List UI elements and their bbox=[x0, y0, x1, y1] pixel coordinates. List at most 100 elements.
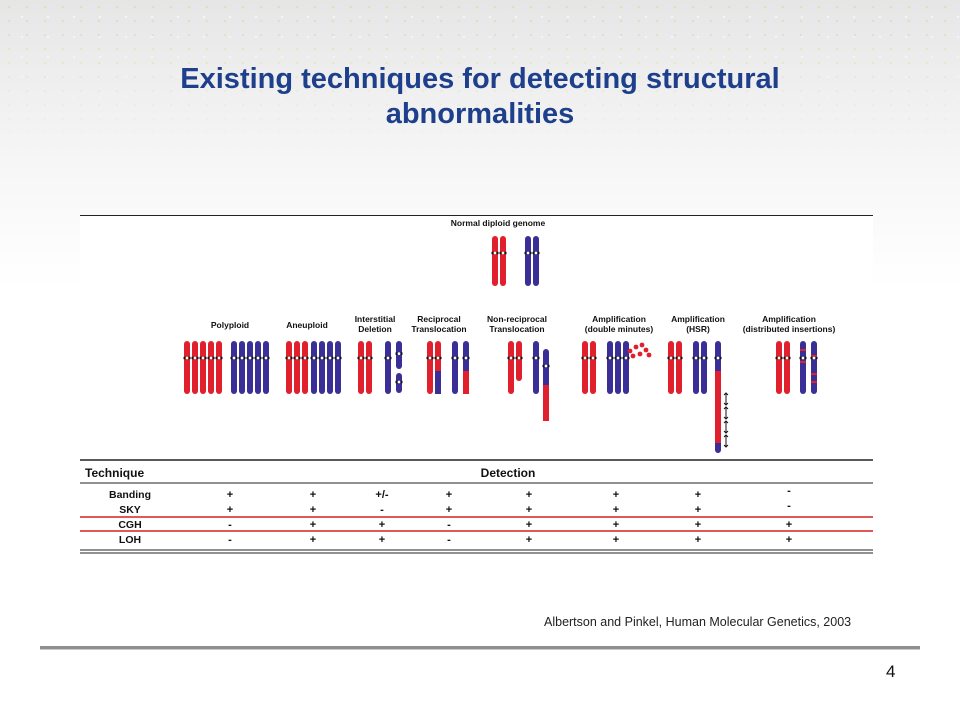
centromere bbox=[583, 356, 587, 360]
normal-chromosome bbox=[524, 236, 532, 286]
hsr-blue-chromosome bbox=[692, 341, 700, 394]
polyploid-blue-chromosome bbox=[230, 341, 238, 394]
polyploid-red-chromosome bbox=[191, 341, 199, 394]
chromosome-body bbox=[385, 341, 391, 394]
centromere bbox=[608, 356, 612, 360]
polyploid-blue-chromosome bbox=[262, 341, 270, 394]
chromosome-body bbox=[335, 341, 341, 394]
centromere bbox=[320, 356, 324, 360]
chromosome-body bbox=[701, 341, 707, 394]
hsr-blue-chromosome bbox=[700, 341, 708, 394]
centromere bbox=[428, 356, 432, 360]
detection-table: Technique Detection Banding + + +/- + + + + - SKY + +… bbox=[80, 459, 873, 554]
detection-value: + bbox=[695, 534, 701, 546]
centromere bbox=[812, 356, 816, 360]
chromosome-segment bbox=[435, 371, 441, 394]
polyploid-blue-chromosome bbox=[238, 341, 246, 394]
hsr-chromosome bbox=[714, 341, 722, 453]
detection-value: - bbox=[447, 534, 451, 546]
chromosome-body bbox=[327, 341, 333, 394]
detection-value: + bbox=[786, 519, 792, 531]
detection-value: + bbox=[613, 519, 619, 531]
translocation-derivative-chromosome bbox=[434, 341, 442, 394]
column-label: Aneuploid bbox=[286, 320, 328, 330]
chromosome-body bbox=[358, 341, 364, 394]
centromere bbox=[544, 364, 548, 368]
deletion-red-chromosome bbox=[365, 341, 373, 394]
column-label: Deletion bbox=[358, 324, 392, 334]
aneuploid-red-chromosome bbox=[301, 341, 309, 394]
figure: Normal diploid genome Polyploid Aneuploid… bbox=[80, 215, 873, 554]
chromosome-body bbox=[533, 341, 539, 394]
detection-value: + bbox=[526, 519, 532, 531]
chromosome-segment bbox=[811, 381, 817, 383]
normal-genome-label: Normal diploid genome bbox=[451, 218, 546, 228]
aneuploid-red-chromosome bbox=[293, 341, 301, 394]
centromere bbox=[669, 356, 673, 360]
chromosome-body bbox=[231, 341, 237, 394]
normal-chromosome bbox=[499, 236, 507, 286]
footer-rule bbox=[40, 646, 920, 650]
centromere bbox=[464, 356, 468, 360]
detection-value: - bbox=[787, 485, 791, 497]
column-label: Amplification bbox=[592, 314, 646, 324]
table-row-name: LOH bbox=[119, 534, 141, 546]
chromosome-body bbox=[607, 341, 613, 394]
aneuploid-red-chromosome bbox=[285, 341, 293, 394]
detection-value: - bbox=[787, 500, 791, 512]
centromere bbox=[303, 356, 307, 360]
dm-red-chromosome bbox=[589, 341, 597, 394]
chromosome-body bbox=[247, 341, 253, 394]
chromosome-body bbox=[623, 341, 629, 394]
detection-value: + bbox=[526, 504, 532, 516]
polyploid-blue-chromosome bbox=[254, 341, 262, 394]
detection-value: + bbox=[526, 489, 532, 501]
column-label: (double minutes) bbox=[585, 324, 654, 334]
dm-red-chromosome bbox=[581, 341, 589, 394]
polyploid-blue-chromosome bbox=[246, 341, 254, 394]
hsr-arrow bbox=[723, 392, 729, 406]
double-minute bbox=[633, 344, 639, 350]
column-label: (HSR) bbox=[686, 324, 710, 334]
polyploid-red-chromosome bbox=[199, 341, 207, 394]
centromere bbox=[534, 251, 538, 255]
centromere bbox=[367, 356, 371, 360]
insertion-blue-chromosome bbox=[810, 341, 818, 394]
chromosome-body bbox=[263, 341, 269, 394]
figure-diagram: Normal diploid genome Polyploid Aneuploid… bbox=[80, 215, 873, 554]
detection-value: + bbox=[695, 504, 701, 516]
centromere bbox=[312, 356, 316, 360]
centromere bbox=[534, 356, 538, 360]
chromosome-body bbox=[427, 341, 433, 394]
centromere bbox=[287, 356, 291, 360]
detection-value: + bbox=[310, 519, 316, 531]
double-minute bbox=[637, 351, 643, 357]
detection-value: - bbox=[228, 519, 232, 531]
polyploid-red-chromosome bbox=[207, 341, 215, 394]
centromere bbox=[702, 356, 706, 360]
centromere bbox=[386, 356, 390, 360]
detection-value: + bbox=[526, 534, 532, 546]
chromosome-body bbox=[184, 341, 190, 394]
detection-value: + bbox=[227, 489, 233, 501]
chromosome-body bbox=[294, 341, 300, 394]
dm-blue-chromosome bbox=[606, 341, 614, 394]
centromere bbox=[359, 356, 363, 360]
normal-chromosome bbox=[532, 236, 540, 286]
centromere bbox=[616, 356, 620, 360]
insertion-red-chromosome bbox=[775, 341, 783, 394]
polyploid-red-chromosome bbox=[183, 341, 191, 394]
slide-title: Existing techniques for detecting struct… bbox=[180, 63, 780, 130]
centromere bbox=[785, 356, 789, 360]
chromosome-body bbox=[286, 341, 292, 394]
detection-value: + bbox=[786, 534, 792, 546]
normal-diploid-genome bbox=[491, 236, 540, 286]
centromere bbox=[716, 356, 720, 360]
chromosome-body bbox=[668, 341, 674, 394]
centromere bbox=[328, 356, 332, 360]
insertion-red-chromosome bbox=[783, 341, 791, 394]
centromere bbox=[397, 352, 401, 355]
detection-value: + bbox=[379, 534, 385, 546]
deleted-chromosome-top bbox=[395, 341, 403, 369]
column-label: Polyploid bbox=[211, 320, 249, 330]
